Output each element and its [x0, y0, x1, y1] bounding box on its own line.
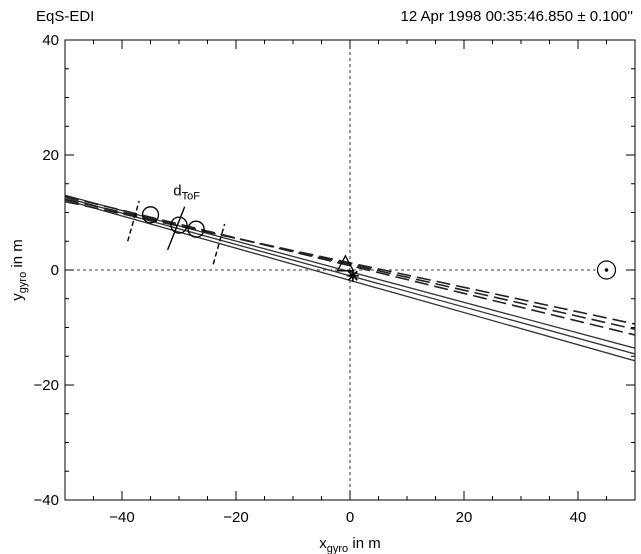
gun-circle-marker — [187, 220, 205, 238]
y-tick-label: 0 — [51, 262, 59, 279]
data-layer — [65, 194, 635, 362]
y-tick-label: 20 — [42, 147, 59, 164]
dashed-arc — [212, 223, 226, 265]
target-circle-icon — [596, 260, 617, 280]
triangle-marker — [336, 254, 355, 272]
star-marker — [347, 270, 358, 281]
y-tick-label: −20 — [34, 377, 59, 394]
gun-circle-marker — [141, 206, 160, 224]
dashed-arc — [127, 200, 140, 242]
y-tick-label: −40 — [34, 492, 59, 509]
dashed-beam-line — [65, 200, 635, 325]
x-tick-label: 0 — [346, 509, 354, 526]
x-axis-label: xgyro in m — [319, 535, 380, 554]
x-tick-label: 20 — [456, 509, 473, 526]
y-axis-label: ygyro in m — [9, 239, 29, 300]
x-tick-label: −40 — [109, 509, 134, 526]
dtof-label: dToF — [173, 182, 200, 202]
timestamp-label: 12 Apr 1998 00:35:46.850 ± 0.100'' — [400, 8, 634, 25]
x-tick-label: 40 — [570, 509, 587, 526]
solid-arc — [166, 206, 186, 251]
target-dot-icon — [604, 268, 609, 272]
y-tick-label: 40 — [42, 32, 59, 49]
gun-circle-marker — [170, 216, 188, 234]
solid-beam-line — [65, 199, 635, 362]
x-tick-label: −20 — [223, 509, 248, 526]
instrument-label: EqS-EDI — [36, 8, 95, 25]
solid-beam-line — [65, 194, 635, 349]
